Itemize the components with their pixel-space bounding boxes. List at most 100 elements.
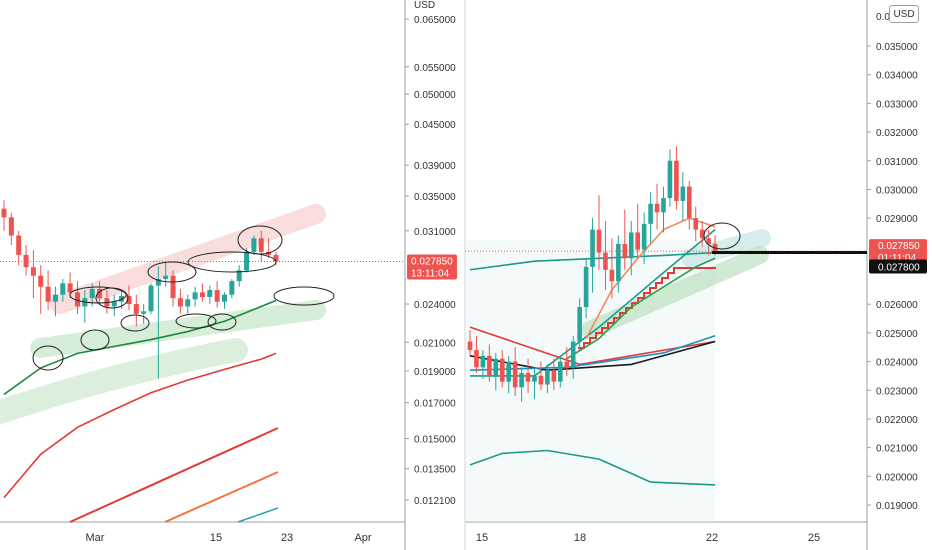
candle-body xyxy=(693,218,699,230)
annotation-ellipse xyxy=(703,222,741,250)
candle-body xyxy=(30,267,36,276)
annotation-ellipse xyxy=(187,251,277,273)
time-axis-tick-label: 15 xyxy=(210,532,222,544)
line-price-label: 0.027800 xyxy=(878,263,920,274)
right-top-tick-fragment: 0.0 xyxy=(876,12,890,23)
candle-body xyxy=(97,288,103,299)
currency-unit-button[interactable]: USD xyxy=(889,5,919,23)
annotation-ellipse xyxy=(120,314,150,332)
candle-body xyxy=(641,223,647,250)
right-chart-pane xyxy=(465,146,867,522)
price-axis-tick-label: 0.019000 xyxy=(876,501,918,512)
price-axis-tick-label: 0.024000 xyxy=(414,300,456,311)
candle-body xyxy=(648,203,653,224)
price-axis-tick-label: 0.065000 xyxy=(414,15,456,26)
candle-body xyxy=(538,375,544,385)
candle-body xyxy=(661,198,666,213)
price-axis-tick-label: 0.055000 xyxy=(414,63,456,74)
candle-body xyxy=(545,370,550,385)
price-axis-tick-label: 0.050000 xyxy=(414,90,456,101)
annotation-ellipse xyxy=(237,225,283,255)
price-axis-tick-label: 0.021000 xyxy=(876,444,918,455)
candle-body xyxy=(170,275,176,299)
trend-line-red xyxy=(69,427,279,523)
price-axis-tick-label: 0.012100 xyxy=(414,496,456,507)
countdown-label: 13:11:04 xyxy=(411,268,450,279)
step-line xyxy=(578,267,716,349)
candle-body xyxy=(148,285,154,312)
candle-body xyxy=(583,266,589,308)
lower-channel-band xyxy=(0,338,248,424)
channel-band-teal xyxy=(681,229,771,267)
indicator-line xyxy=(469,334,716,371)
last-price-tag xyxy=(869,239,927,265)
countdown-label: 01:11:04 xyxy=(878,253,917,264)
annotation-ellipse xyxy=(80,329,110,351)
candle-body xyxy=(155,278,161,286)
candle-body xyxy=(222,294,227,302)
candle-body xyxy=(480,355,486,368)
candle-body xyxy=(499,358,505,382)
time-axis-tick-label: 15 xyxy=(476,532,488,544)
last-price-tag xyxy=(407,254,457,280)
price-axis-tick-label: 0.032000 xyxy=(876,128,918,139)
left-time-axis: Mar 15 23 Apr xyxy=(86,532,372,544)
time-axis-tick-label: 18 xyxy=(574,532,586,544)
candle-body xyxy=(493,358,499,376)
candle-body xyxy=(674,160,679,201)
indicator-line xyxy=(566,257,716,360)
candle-body xyxy=(474,350,479,368)
candle-body xyxy=(163,275,169,279)
price-axis-tick-label: 0.021000 xyxy=(414,338,456,349)
candle-body xyxy=(532,375,537,382)
price-axis-tick-label: 0.039000 xyxy=(414,161,456,172)
price-axis-tick-label: 0.022000 xyxy=(876,415,918,426)
line-price-tag xyxy=(869,259,927,274)
price-axis-tick-label: 0.015000 xyxy=(414,435,456,446)
candle-body xyxy=(60,283,66,295)
candle-body xyxy=(616,243,621,282)
annotation-ellipse xyxy=(32,345,64,371)
time-axis-tick-label: 22 xyxy=(706,532,718,544)
left-currency-label: USD xyxy=(414,0,435,11)
time-axis-tick-label: 23 xyxy=(281,532,293,544)
candle-body xyxy=(251,238,257,252)
trend-line-teal xyxy=(237,507,279,523)
candle-body xyxy=(23,254,29,268)
price-axis-tick-label: 0.031000 xyxy=(414,227,456,238)
candle-body xyxy=(111,301,117,307)
candle-body xyxy=(570,341,576,368)
candle-body xyxy=(551,370,557,382)
candle-body xyxy=(654,203,660,213)
candle-body xyxy=(8,217,14,236)
right-time-axis: 15 18 22 25 xyxy=(476,532,820,544)
price-axis-tick-label: 0.033000 xyxy=(876,99,918,110)
candle-body xyxy=(75,292,80,307)
price-axis-tick-label: 0.034000 xyxy=(876,71,918,82)
candle-body xyxy=(680,186,686,201)
candle-body xyxy=(185,299,191,307)
price-axis-tick-label: 0.013500 xyxy=(414,465,456,476)
candle-body xyxy=(564,361,570,368)
price-axis-tick-label: 0.019000 xyxy=(414,367,456,378)
candle-body xyxy=(258,238,264,252)
candle-body xyxy=(699,229,705,239)
candle-body xyxy=(119,295,125,302)
candle-body xyxy=(590,229,595,267)
candle-body xyxy=(467,341,473,351)
price-axis-tick-label: 0.029000 xyxy=(876,214,918,225)
candle-body xyxy=(273,254,279,262)
candle-body xyxy=(596,229,602,253)
candle-body xyxy=(525,373,531,382)
annotation-ellipse xyxy=(207,313,237,331)
annotation-ellipse xyxy=(175,313,217,329)
price-axis-tick-label: 0.026000 xyxy=(876,300,918,311)
candle-body xyxy=(67,283,73,293)
price-axis-tick-label: 0.035000 xyxy=(414,192,456,203)
price-axis-tick-label: 0.024000 xyxy=(876,358,918,369)
candle-body xyxy=(687,186,692,219)
indicator-line xyxy=(469,449,716,486)
candle-body xyxy=(45,286,51,302)
moving-average-green xyxy=(3,299,277,396)
price-axis-tick-label: 0.045000 xyxy=(414,120,456,131)
